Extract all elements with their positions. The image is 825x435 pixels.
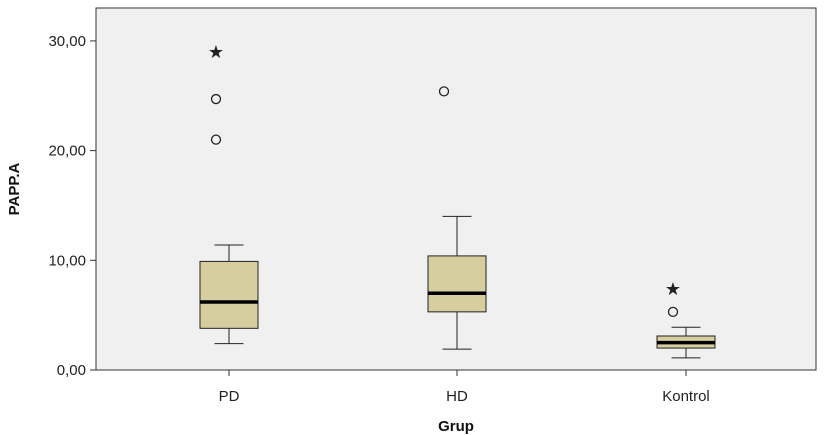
box-kontrol: ★ <box>656 279 716 359</box>
box-iqr <box>427 255 487 313</box>
outlier-circle <box>210 93 222 105</box>
outlier-star: ★ <box>665 279 681 300</box>
outlier-circle <box>438 86 450 97</box>
x-axis-title: Grup <box>438 418 474 435</box>
outlier-star: ★ <box>208 42 224 63</box>
y-axis: 0,00 10,00 20,00 30,00 <box>48 8 97 379</box>
y-tick-label: 0,00 <box>57 362 86 379</box>
y-axis-title: PAPP.A <box>6 162 23 215</box>
outlier-circle <box>667 306 679 318</box>
box-series: ★★ <box>199 42 716 359</box>
x-tick-label: HD <box>446 388 468 405</box>
x-tick-label: PD <box>219 388 240 405</box>
x-axis: PD HD Kontrol <box>96 369 816 405</box>
y-tick-label: 20,00 <box>48 143 86 160</box>
y-tick-label: 10,00 <box>48 252 86 269</box>
x-tick-label: Kontrol <box>662 388 710 405</box>
box-iqr <box>199 260 259 329</box>
y-tick-label: 30,00 <box>48 33 86 50</box>
box-hd <box>427 86 487 350</box>
outlier-circle <box>210 134 222 145</box>
box-pd: ★ <box>199 42 259 345</box>
